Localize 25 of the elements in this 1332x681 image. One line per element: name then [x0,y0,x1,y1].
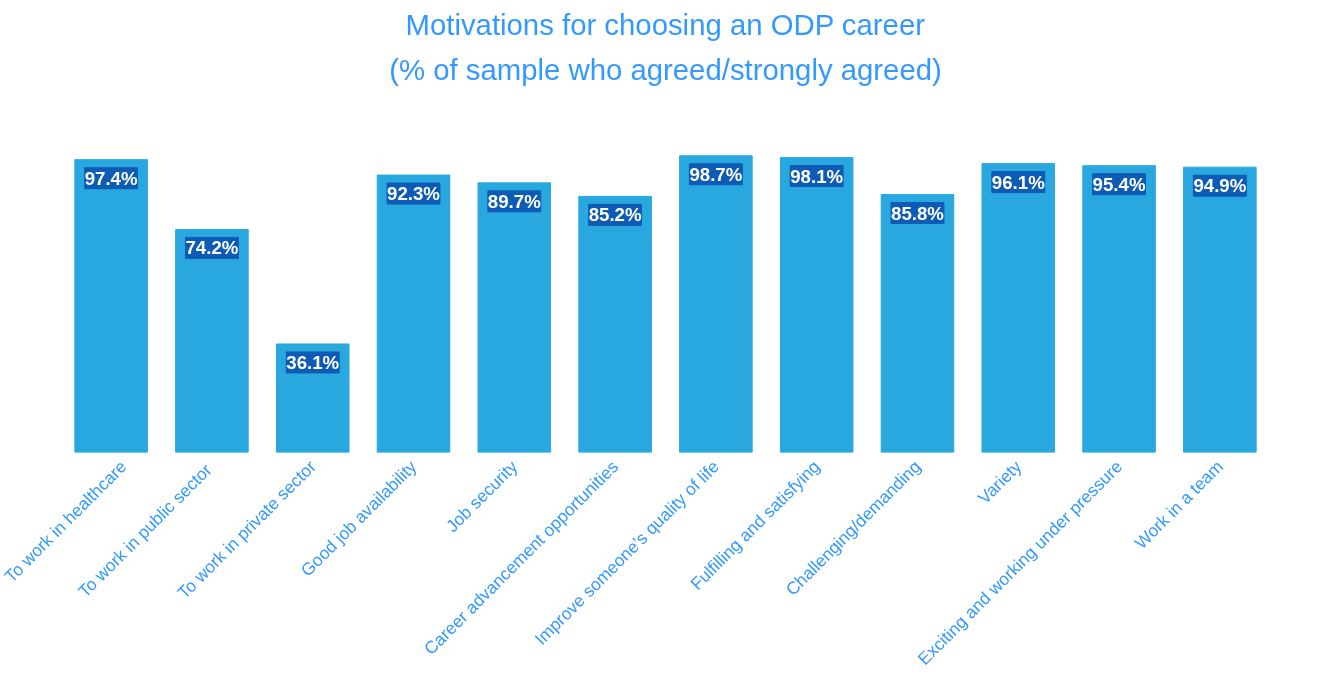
bar [376,174,451,453]
bar [880,194,955,453]
bar [578,195,652,453]
data-label: 96.1% [991,171,1046,193]
bar [981,163,1056,453]
data-label: 85.8% [891,202,945,224]
data-label: 98.1% [790,165,844,187]
data-label: 85.2% [588,204,642,226]
bar [1082,165,1156,453]
bar [679,155,753,453]
data-label: 92.3% [387,183,441,205]
data-label: 97.4% [84,167,138,189]
data-label: 74.2% [185,237,239,259]
bar [175,228,249,453]
data-label: 98.7% [689,163,743,185]
data-label: 89.7% [487,190,542,212]
chart-subtitle: (% of sample who agreed/strongly agreed) [389,52,942,86]
bar [779,157,854,453]
data-label: 95.4% [1092,173,1146,195]
data-label: 94.9% [1193,175,1247,197]
bar [477,182,552,453]
bar [74,159,148,453]
chart-title: Motivations for choosing an ODP career [405,7,926,41]
data-label: 36.1% [286,351,340,373]
bar [1183,166,1257,453]
